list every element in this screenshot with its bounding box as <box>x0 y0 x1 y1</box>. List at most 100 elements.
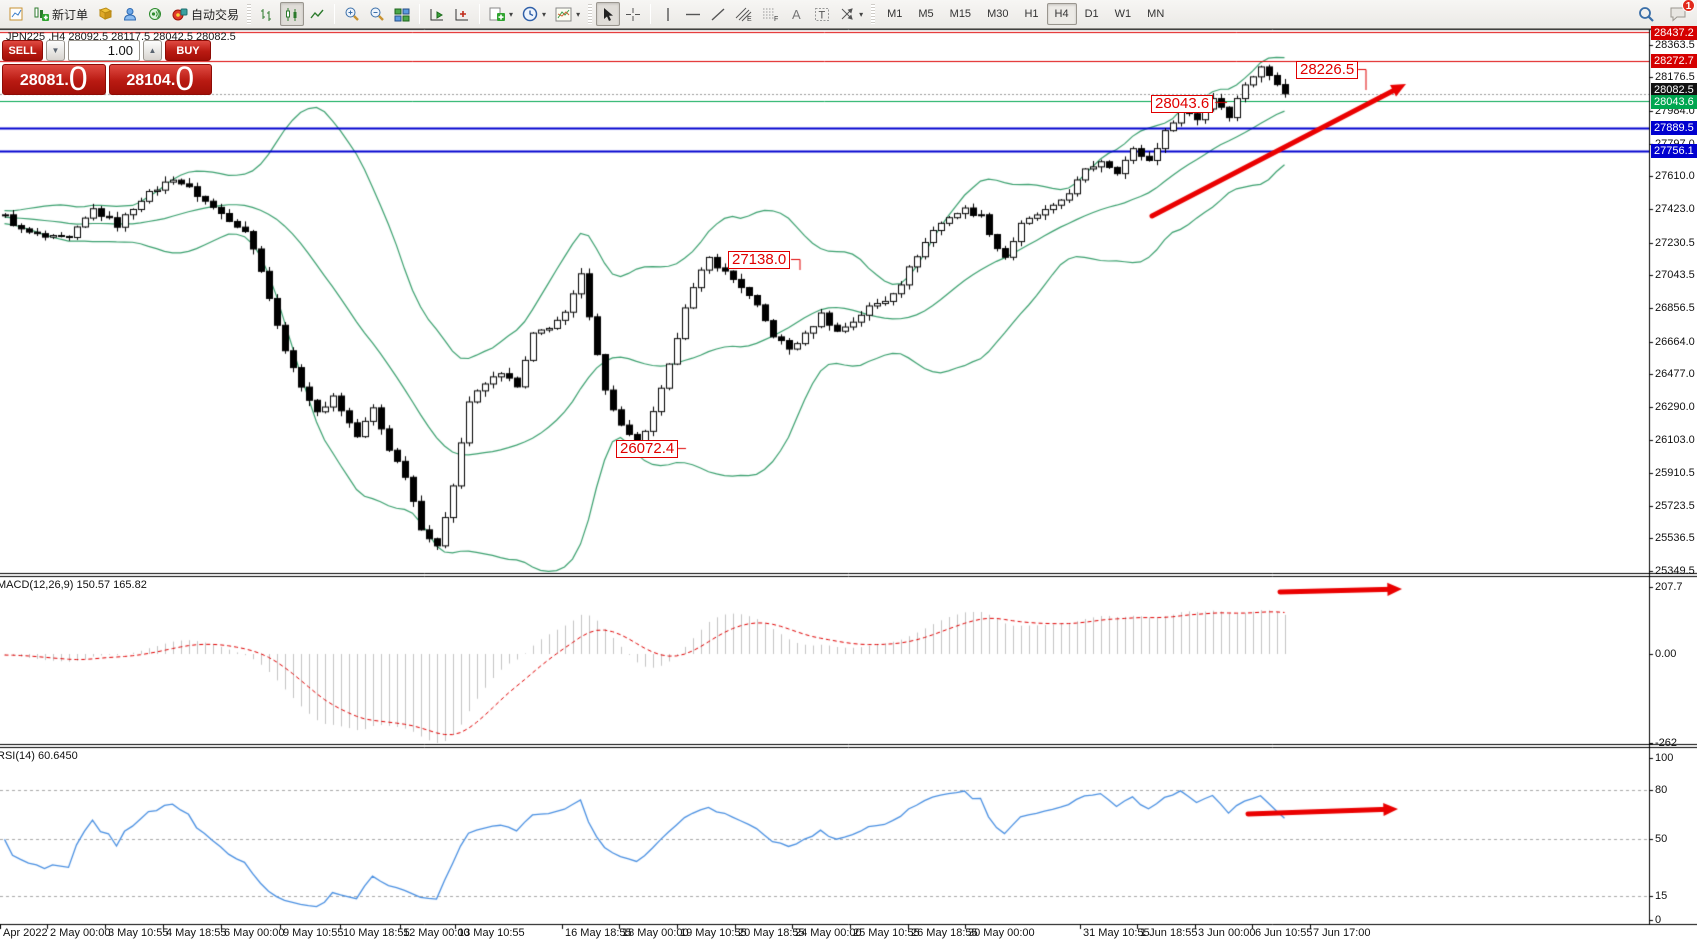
auto-scroll-icon <box>430 8 444 20</box>
macd-tick: -262 <box>1655 737 1678 749</box>
svg-text:A: A <box>792 7 801 22</box>
trendline-button[interactable] <box>706 2 730 26</box>
time-tick: 10 May 18:55 <box>343 927 410 939</box>
time-tick: 4 May 18:55 <box>166 927 227 939</box>
price-tick: 27230.5 <box>1655 236 1695 249</box>
timeframe-m1[interactable]: M1 <box>887 8 903 20</box>
equidistant-channel-button[interactable]: E <box>731 2 757 26</box>
zoom-out-icon <box>370 7 384 21</box>
timeframe-m5[interactable]: M5 <box>918 8 934 20</box>
timeframe-h4[interactable]: H4 <box>1046 3 1077 25</box>
zoom-out-button[interactable] <box>365 2 389 26</box>
timeframe-m15[interactable]: M15 <box>949 8 972 20</box>
time-tick: 3 May 10:55 <box>108 927 169 939</box>
macd-tick: 0.00 <box>1655 648 1677 660</box>
fibonacci-button[interactable]: F <box>758 2 784 26</box>
price-badge: 28272.7 <box>1651 54 1697 68</box>
price-callout[interactable]: 27138.0 <box>728 251 791 269</box>
rsi-label: RSI(14) 60.6450 <box>0 750 78 762</box>
volume-up-button[interactable]: ▲ <box>143 40 162 61</box>
line-chart-icon <box>310 9 324 18</box>
period-button[interactable]: ▾ <box>518 2 550 26</box>
history-center-button[interactable] <box>93 2 117 26</box>
text-button[interactable]: A <box>785 2 809 26</box>
add-indicator-button[interactable]: ▾ <box>485 2 517 26</box>
line-chart-button[interactable] <box>305 2 329 26</box>
zoom-in-button[interactable] <box>340 2 364 26</box>
notifications-button[interactable]: 1 <box>1665 0 1695 26</box>
timeframe-h1[interactable]: H1 <box>1024 8 1039 20</box>
price-callout[interactable]: 28226.5 <box>1296 61 1359 79</box>
time-tick: 30 May 00:00 <box>968 927 1035 939</box>
toolbar-grip <box>247 4 252 24</box>
price-badge: 27756.1 <box>1651 144 1697 158</box>
chart-shift-button[interactable] <box>450 2 474 26</box>
search-icon <box>1639 6 1654 22</box>
price-tick: 27423.0 <box>1655 202 1695 215</box>
time-tick: 6 Jun 10:55 <box>1255 927 1313 939</box>
template-button[interactable]: ▾ <box>551 2 584 26</box>
new-order-icon <box>34 7 49 21</box>
buy-button[interactable]: BUY <box>165 40 211 61</box>
price-badge: 28043.6 <box>1651 95 1697 109</box>
horizontal-line-button[interactable] <box>681 2 705 26</box>
price-callout[interactable]: 26072.4 <box>616 440 679 458</box>
autotrade-label: 自动交易 <box>191 7 240 22</box>
cursor-icon <box>604 7 614 21</box>
candlestick-button[interactable] <box>280 2 305 26</box>
sell-button[interactable]: SELL <box>2 40 43 61</box>
crosshair-button[interactable] <box>621 2 645 26</box>
time-tick: 2 May 00:00 <box>50 927 111 939</box>
one-click-trade-panel: SELL ▼ ▲ BUY 28081.0 28104.0 <box>2 40 212 95</box>
timeframe-d1[interactable]: D1 <box>1084 8 1099 20</box>
time-tick: 31 May 10:55 <box>1083 927 1150 939</box>
price-tick: 25349.5 <box>1655 565 1695 578</box>
price-badge: 28437.2 <box>1651 26 1697 40</box>
price-tick: 26290.0 <box>1655 400 1695 413</box>
price-tick: 28363.5 <box>1655 38 1695 51</box>
time-tick: 16 May 18:55 <box>565 927 632 939</box>
toolbar-grip <box>588 4 593 24</box>
buy-price-button[interactable]: 28104. 0 <box>108 64 212 95</box>
timeframe-w1[interactable]: W1 <box>1114 8 1132 20</box>
autotrade-button[interactable]: 自动交易 <box>168 2 243 26</box>
bar-chart-button[interactable] <box>255 2 279 26</box>
timeframe-m30[interactable]: M30 <box>987 8 1009 20</box>
timeframe-mn[interactable]: MN <box>1147 8 1165 20</box>
toolbar-separator <box>419 4 421 24</box>
tile-windows-button[interactable] <box>390 2 414 26</box>
search-button[interactable] <box>1634 2 1659 26</box>
add-indicator-icon <box>489 7 506 21</box>
time-tick: 3 Jun 00:00 <box>1198 927 1256 939</box>
signals-button[interactable] <box>143 2 167 26</box>
clock-icon <box>522 6 538 22</box>
price-callout[interactable]: 28043.6 <box>1151 95 1214 113</box>
macd-label: MACD(12,26,9) 150.57 165.82 <box>0 579 147 591</box>
chart-window-button[interactable] <box>4 2 28 26</box>
rsi-tick: 50 <box>1655 833 1668 845</box>
rsi-tick: 80 <box>1655 784 1668 797</box>
auto-scroll-button[interactable] <box>425 2 449 26</box>
cursor-button[interactable] <box>596 2 621 26</box>
time-tick: 1 Jun 18:55 <box>1140 927 1198 939</box>
price-tick: 25910.5 <box>1655 467 1695 480</box>
svg-text:F: F <box>774 16 778 22</box>
sell-price-big-digit: 0 <box>68 64 88 95</box>
shapes-arrows-icon <box>841 8 853 20</box>
tile-windows-icon <box>394 8 410 21</box>
text-label-button[interactable]: T <box>810 2 834 26</box>
vertical-line-button[interactable] <box>656 2 680 26</box>
rsi-tick: 15 <box>1655 889 1668 902</box>
new-order-button[interactable]: 新订单 <box>29 2 92 26</box>
volume-down-button[interactable]: ▼ <box>46 40 65 61</box>
sell-price-button[interactable]: 28081. 0 <box>2 64 106 95</box>
toolbar-separator <box>479 4 481 24</box>
volume-input[interactable] <box>68 40 140 61</box>
community-button[interactable] <box>118 2 142 26</box>
buy-price-main: 28104 <box>126 72 171 89</box>
shapes-button[interactable]: ▾ <box>835 2 867 26</box>
time-tick: Apr 2022 <box>3 927 48 939</box>
person-cloud-icon <box>123 8 136 21</box>
